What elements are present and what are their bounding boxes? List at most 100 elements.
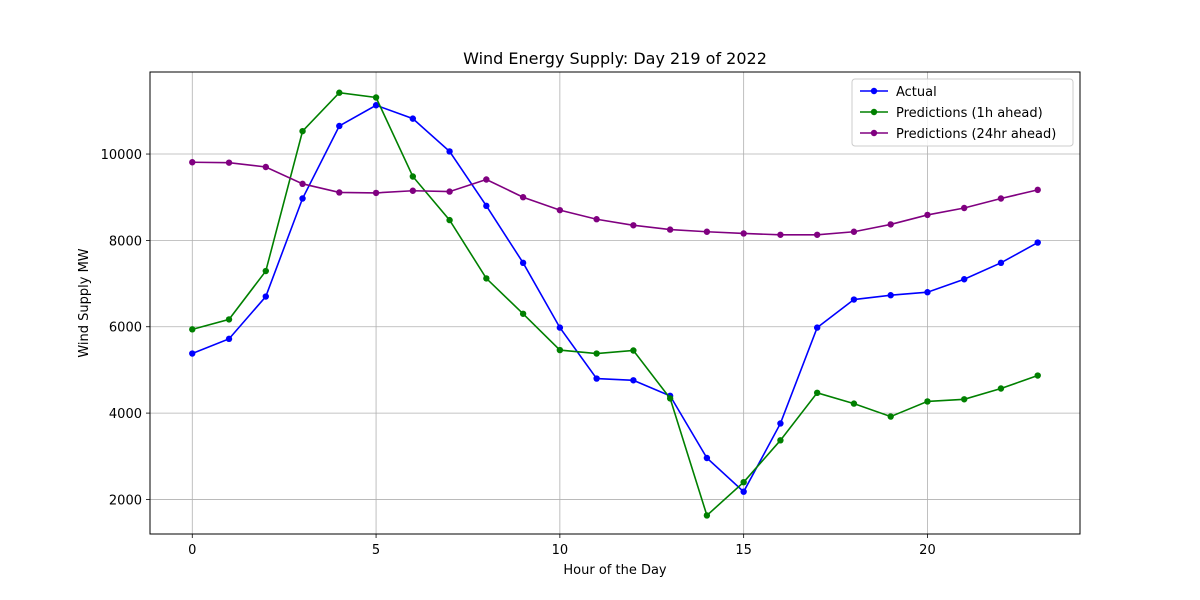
data-point [961, 276, 968, 283]
data-point [519, 194, 527, 201]
data-point [924, 289, 931, 296]
data-point [189, 326, 196, 333]
data-point [740, 488, 747, 495]
data-point [1034, 186, 1041, 194]
data-point [593, 350, 600, 357]
data-point [372, 189, 380, 197]
data-point [299, 127, 306, 135]
data-point [777, 231, 784, 238]
data-point [519, 259, 527, 267]
data-point [961, 396, 968, 403]
plot-area-frame [149, 71, 1081, 535]
legend-marker [870, 108, 878, 116]
y-tick-label: 2000 [109, 493, 142, 508]
data-point [446, 216, 453, 224]
legend: Actual Predictions (1h ahead) Predictions … [851, 78, 1074, 147]
data-point [189, 350, 196, 357]
series-line [191, 104, 1039, 493]
data-point [961, 204, 968, 212]
series-3 [189, 159, 1041, 238]
data-point [336, 89, 343, 96]
x-tick-label: 15 [735, 543, 752, 558]
grid [150, 72, 1080, 534]
data-point [225, 316, 233, 323]
data-point [556, 346, 564, 354]
data-point [593, 216, 600, 223]
data-point [777, 420, 784, 427]
legend-label: Predictions (24hr ahead) [896, 127, 1056, 142]
data-point [997, 195, 1005, 202]
data-point [630, 222, 637, 229]
series-1 [189, 102, 1041, 495]
data-point [593, 375, 600, 382]
data-point [336, 189, 343, 196]
data-point [446, 148, 453, 155]
data-point [262, 163, 269, 171]
data-point [483, 202, 490, 210]
data-point [740, 230, 747, 237]
data-point [997, 259, 1005, 267]
y-tick-label: 8000 [109, 234, 142, 249]
data-point [887, 292, 894, 299]
x-tick-label: 5 [372, 543, 380, 558]
legend-marker [870, 129, 878, 137]
series-2 [189, 89, 1041, 519]
data-point [225, 159, 233, 166]
data-point [336, 122, 343, 130]
data-point [446, 188, 453, 195]
data-point [299, 195, 306, 202]
data-point [630, 347, 637, 354]
data-point [703, 228, 711, 235]
y-tick-label: 4000 [109, 407, 142, 422]
data-point [409, 187, 417, 194]
legend-item: Predictions (24hr ahead) [860, 127, 1056, 142]
data-point [997, 385, 1005, 392]
chart-title: Wind Energy Supply: Day 219 of 2022 [463, 49, 767, 68]
data-point [813, 389, 821, 397]
data-point [225, 335, 233, 343]
data-point [262, 293, 269, 300]
data-point [630, 377, 637, 384]
data-point [299, 180, 306, 188]
data-point [703, 512, 711, 519]
legend-label: Actual [896, 85, 937, 100]
data-point [813, 231, 821, 238]
data-point [850, 296, 858, 303]
data-point [372, 102, 380, 109]
data-point [519, 310, 527, 317]
data-point [740, 478, 747, 486]
y-axis-label: Wind Supply MW [77, 248, 92, 357]
legend-frame [851, 78, 1074, 147]
data-point [409, 173, 417, 180]
data-point [813, 324, 821, 331]
legend-item: Predictions (1h ahead) [860, 106, 1043, 121]
legend-label: Predictions (1h ahead) [896, 106, 1043, 121]
x-axis-label: Hour of the Day [563, 563, 667, 578]
data-point [887, 221, 894, 228]
data-point [556, 206, 564, 214]
data-point [850, 400, 858, 407]
data-point [1034, 372, 1041, 379]
series-line [192, 91, 1038, 517]
series-group [189, 89, 1041, 519]
legend-marker [870, 87, 878, 95]
data-point [372, 94, 380, 101]
data-point [556, 324, 564, 331]
data-point [777, 437, 784, 444]
x-tick-label: 20 [919, 543, 936, 558]
data-point [409, 115, 417, 122]
x-tick-label: 10 [552, 543, 569, 558]
data-point [887, 413, 894, 420]
y-tick-label: 6000 [109, 321, 142, 336]
legend-item: Actual [860, 85, 937, 100]
data-point [483, 275, 490, 282]
data-point [924, 398, 931, 405]
data-point [666, 395, 674, 402]
data-point [1034, 239, 1041, 246]
axis-ticks: 0 5 10 15 20 2000 4000 6000 8000 10000 [101, 148, 936, 558]
y-tick-label: 10000 [101, 148, 142, 163]
data-point [483, 176, 490, 183]
data-point [703, 454, 711, 462]
data-point [924, 211, 931, 219]
